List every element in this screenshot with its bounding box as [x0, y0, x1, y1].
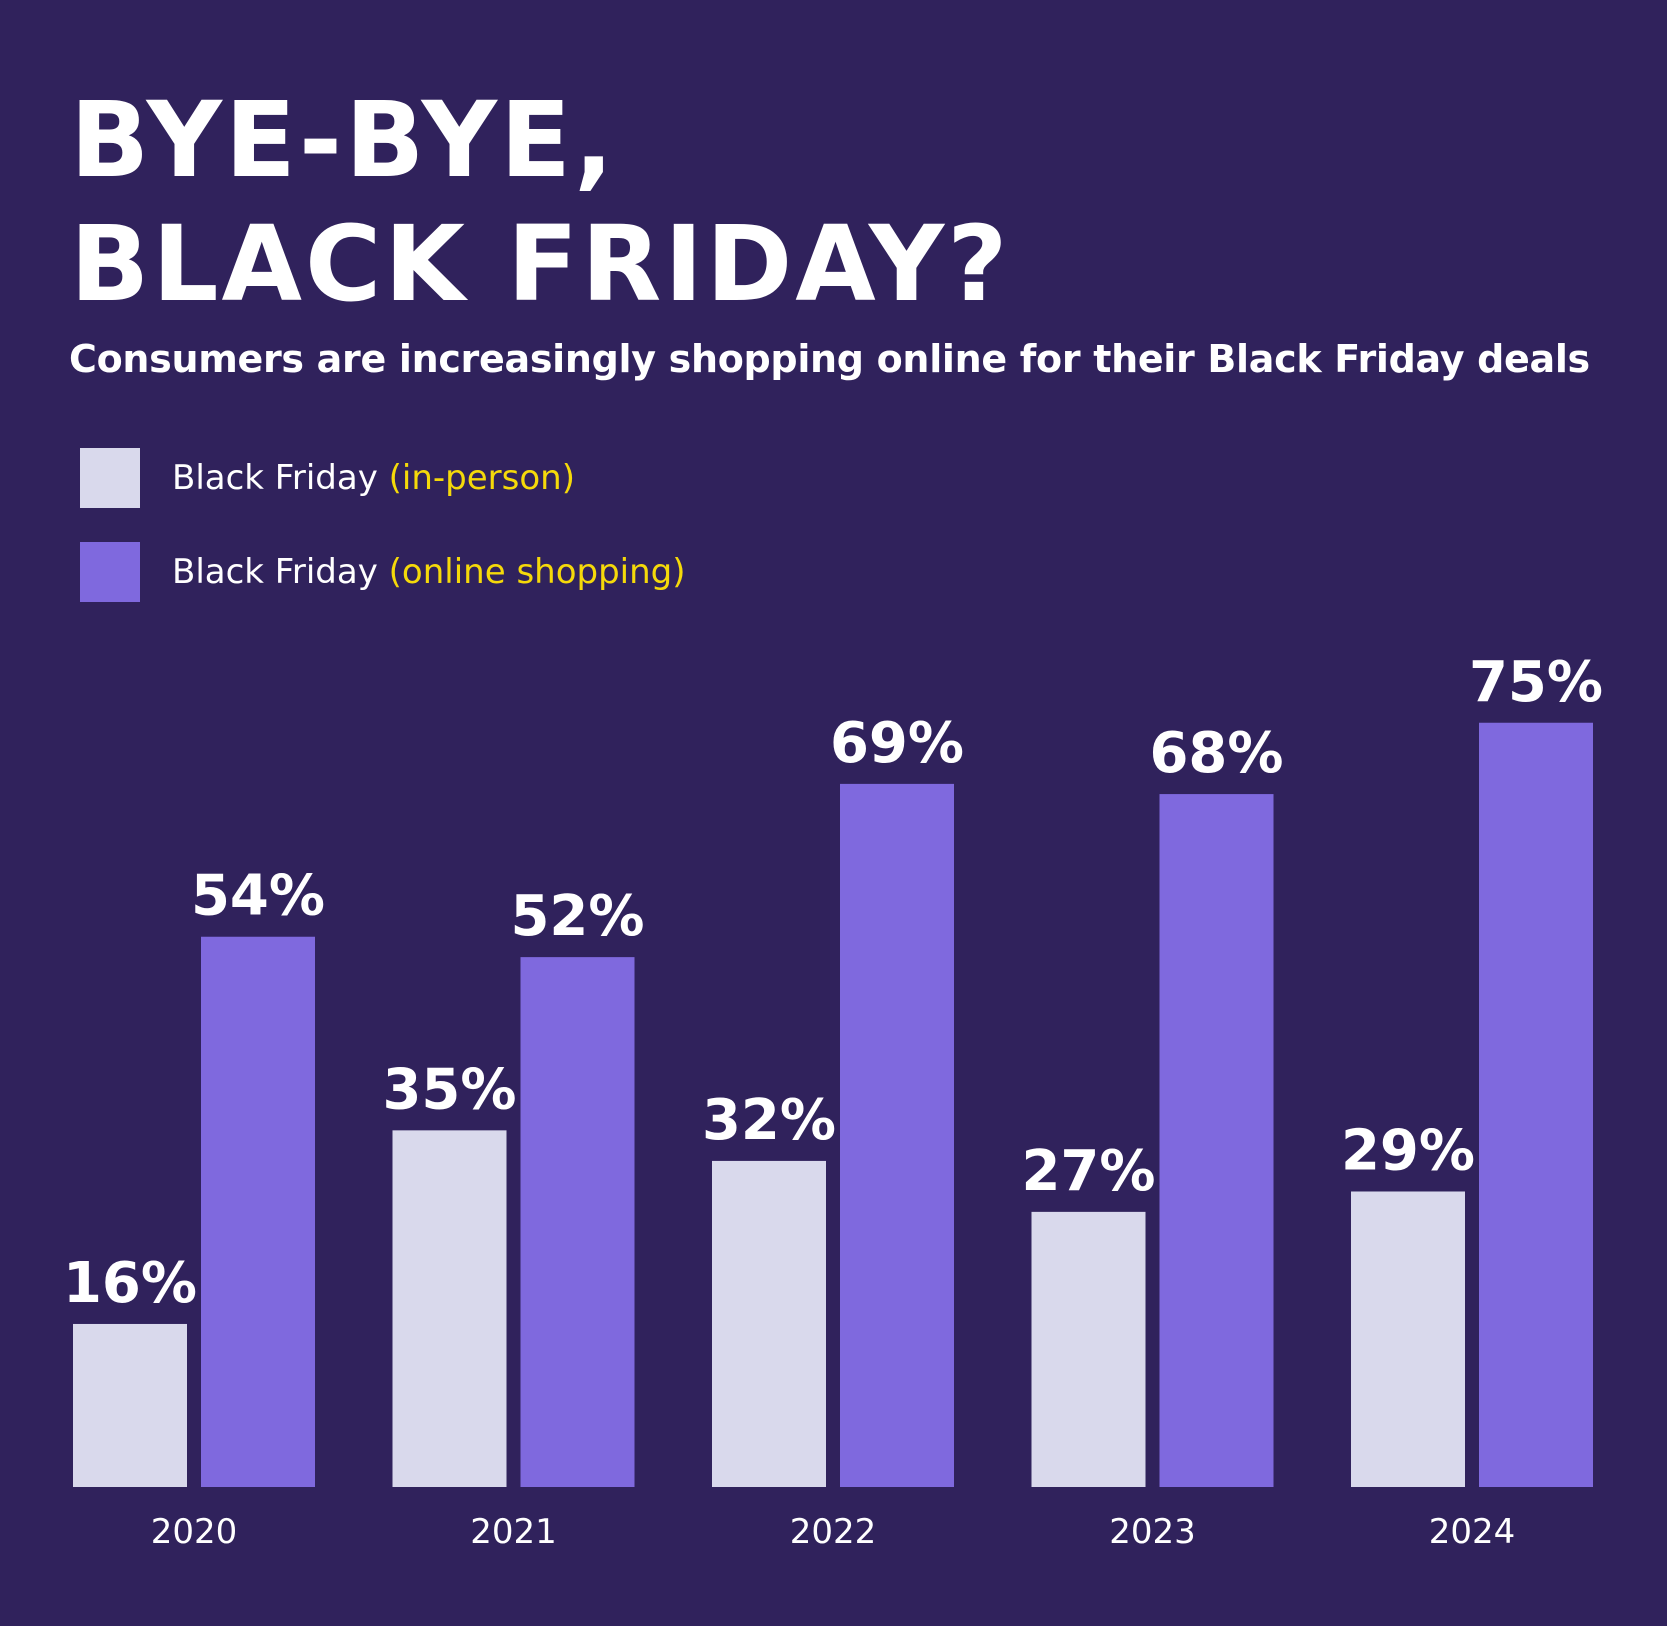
data-label-online-2020: 54% — [191, 864, 325, 929]
bar-in-person-2024 — [1351, 1191, 1465, 1487]
data-label-online-2024: 75% — [1469, 650, 1603, 715]
data-label-online-2021: 52% — [510, 884, 644, 949]
x-tick-label-2020: 2020 — [151, 1512, 238, 1552]
legend-label-in-person: Black Friday — [172, 458, 378, 498]
x-tick-label-2021: 2021 — [470, 1512, 557, 1552]
page-title: BYE-BYE, BLACK FRIDAY? — [70, 78, 1010, 326]
data-label-online-2023: 68% — [1149, 721, 1283, 786]
title-line-1: BYE-BYE, — [70, 79, 617, 201]
bar-online-2024 — [1479, 722, 1593, 1487]
bar-online-2022 — [840, 783, 954, 1487]
legend-swatch-online — [80, 542, 140, 602]
bar-in-person-2020 — [73, 1323, 187, 1487]
legend-highlight-online: (online shopping) — [388, 552, 686, 592]
data-label-in-person-2021: 35% — [382, 1057, 516, 1122]
legend-swatch-in-person — [80, 448, 140, 508]
subtitle: Consumers are increasingly shopping onli… — [69, 337, 1590, 381]
x-tick-label-2023: 2023 — [1109, 1512, 1196, 1552]
x-tick-label-2024: 2024 — [1429, 1512, 1516, 1552]
data-label-in-person-2023: 27% — [1021, 1139, 1155, 1204]
bar-online-2021 — [520, 957, 635, 1487]
bar-online-2023 — [1159, 794, 1274, 1487]
title-line-2: BLACK FRIDAY? — [70, 203, 1011, 325]
bar-in-person-2023 — [1031, 1211, 1146, 1487]
bar-in-person-2022 — [712, 1160, 826, 1487]
bar-online-2020 — [201, 936, 315, 1487]
bar-chart: 16% 54% 2020 35% 52% 2021 32% 69% 2022 27% 68% 2023… — [63, 650, 1603, 1552]
data-label-in-person-2022: 32% — [702, 1088, 836, 1153]
data-label-online-2022: 69% — [830, 711, 964, 776]
legend-label-online: Black Friday — [172, 552, 378, 592]
bar-in-person-2021 — [392, 1130, 507, 1487]
data-label-in-person-2024: 29% — [1341, 1118, 1475, 1183]
legend-highlight-in-person: (in-person) — [388, 458, 575, 498]
x-tick-label-2022: 2022 — [790, 1512, 877, 1552]
data-label-in-person-2020: 16% — [63, 1251, 197, 1316]
